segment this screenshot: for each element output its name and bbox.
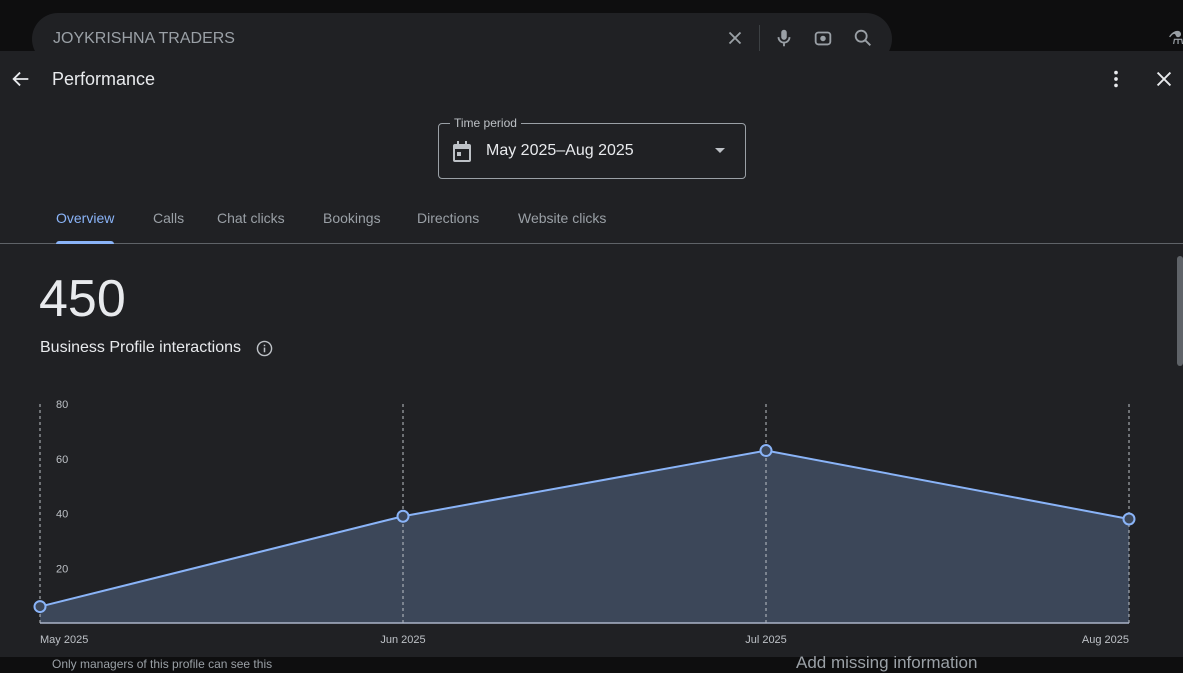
chart-area-fill (40, 450, 1129, 623)
y-tick-label: 60 (56, 454, 68, 466)
x-tick-label: May 2025 (40, 634, 88, 646)
calendar-icon (453, 141, 471, 162)
data-point (1122, 512, 1136, 526)
y-tick-label: 40 (56, 509, 68, 521)
scrollbar[interactable] (1177, 256, 1183, 366)
data-point (759, 444, 773, 458)
data-point (33, 600, 47, 614)
more-options-icon[interactable] (1105, 68, 1127, 90)
time-period-select[interactable]: Time period May 2025–Aug 2025 (438, 116, 746, 179)
performance-dialog: Performance Time period May 2025–Aug 202… (0, 51, 1183, 657)
search-icon[interactable] (852, 27, 874, 49)
tab-directions[interactable]: Directions (417, 210, 480, 226)
interactions-label: Business Profile interactions (40, 339, 241, 356)
data-point (396, 509, 410, 523)
tab-website-clicks[interactable]: Website clicks (518, 210, 607, 226)
mic-icon[interactable] (773, 27, 795, 49)
page-title: Performance (52, 69, 156, 89)
tab-bookings[interactable]: Bookings (323, 210, 381, 226)
add-missing-info[interactable]: Add missing information (796, 653, 978, 672)
tab-chat-clicks[interactable]: Chat clicks (217, 210, 285, 226)
series-line (39, 449, 1130, 608)
x-tick-label: Aug 2025 (1082, 634, 1129, 646)
labs-icon[interactable]: ⚗ (1168, 28, 1183, 48)
close-icon[interactable] (1153, 68, 1175, 90)
y-tick-label: 20 (56, 563, 68, 575)
tab-bar: Overview Calls Chat clicks Bookings Dire… (0, 199, 1183, 244)
y-tick-label: 80 (56, 399, 68, 411)
chevron-down-icon (715, 148, 725, 153)
time-period-label: Time period (450, 116, 521, 130)
x-tick-label: Jul 2025 (745, 634, 787, 646)
interactions-chart: May 2025 Jun 2025 Jul 2025 Aug 2025 20 40 60 80 (33, 399, 1136, 646)
lens-icon[interactable] (812, 27, 834, 49)
back-arrow-icon[interactable] (10, 68, 32, 90)
info-icon[interactable] (256, 340, 273, 357)
x-tick-label: Jun 2025 (380, 634, 425, 646)
time-period-value: May 2025–Aug 2025 (486, 142, 634, 159)
tab-calls[interactable]: Calls (153, 210, 185, 226)
clear-icon[interactable] (724, 27, 746, 49)
interactions-total: 450 (39, 270, 126, 328)
search-input[interactable]: JOYKRISHNA TRADERS (53, 30, 235, 47)
tab-overview[interactable]: Overview (56, 210, 115, 244)
managers-note: Only managers of this profile can see th… (52, 657, 273, 671)
divider (759, 25, 760, 53)
